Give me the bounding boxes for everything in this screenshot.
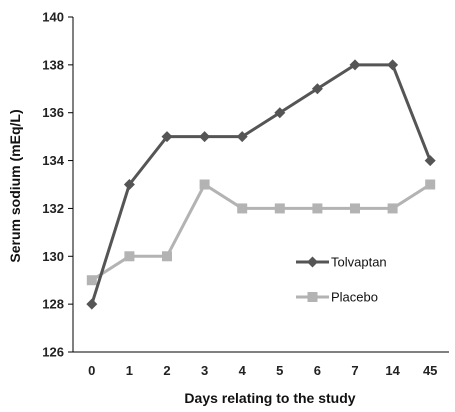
placebo-line <box>90 183 432 282</box>
legend-swatch-marker <box>307 256 318 268</box>
tolvaptan-point <box>424 155 436 167</box>
placebo-point <box>425 179 436 190</box>
tolvaptan-point <box>387 59 399 71</box>
legend-swatch-marker <box>307 292 318 302</box>
y-tick-label: 126 <box>42 345 64 360</box>
series-placebo <box>86 179 436 286</box>
y-tick-label: 132 <box>42 201 64 216</box>
placebo-point <box>162 251 172 262</box>
placebo-point <box>274 203 285 214</box>
tolvaptan-point <box>199 131 211 143</box>
tolvaptan-point <box>311 83 323 95</box>
placebo-point <box>199 179 210 190</box>
placebo-point <box>124 251 135 262</box>
series-layer <box>86 59 436 310</box>
placebo-point <box>86 275 97 286</box>
x-tick-label: 45 <box>423 363 437 378</box>
legend: Tolvaptan Placebo <box>296 255 387 305</box>
y-tick-label: 134 <box>42 153 64 168</box>
tolvaptan-point <box>236 131 248 143</box>
y-tick-label: 128 <box>42 297 64 312</box>
legend-label: Placebo <box>331 290 378 305</box>
legend-label: Tolvaptan <box>331 255 387 270</box>
x-tick-label: 6 <box>314 363 321 378</box>
y-tick-label: 136 <box>42 105 64 120</box>
series-tolvaptan <box>86 59 436 310</box>
placebo-point <box>350 203 360 214</box>
y-tick-label: 140 <box>42 10 64 25</box>
x-axis-title: Days relating to the study <box>184 390 355 406</box>
legend-item-tolvaptan: Tolvaptan <box>296 255 387 270</box>
tolvaptan-point <box>123 179 135 190</box>
tolvaptan-point <box>349 59 361 71</box>
y-tick-label: 138 <box>42 57 64 72</box>
x-tick-label: 5 <box>276 363 283 378</box>
x-tick-label: 4 <box>239 363 247 378</box>
x-tick-label: 2 <box>163 363 170 378</box>
tolvaptan-point <box>161 131 173 143</box>
x-tick-label: 3 <box>201 363 208 378</box>
y-axis-title: Serum sodium (mEq/L) <box>7 109 23 262</box>
placebo-point <box>387 203 398 214</box>
x-tick-label: 0 <box>88 363 95 378</box>
tolvaptan-line <box>90 63 432 305</box>
legend-item-placebo: Placebo <box>296 290 378 305</box>
x-tick-label: 1 <box>126 363 133 378</box>
tolvaptan-point <box>86 298 98 310</box>
y-tick-label: 130 <box>42 249 64 264</box>
x-tick-label: 14 <box>385 363 400 378</box>
tolvaptan-point <box>274 107 286 119</box>
placebo-point <box>312 203 323 214</box>
x-tick-label: 7 <box>351 363 358 378</box>
placebo-point <box>237 203 248 214</box>
